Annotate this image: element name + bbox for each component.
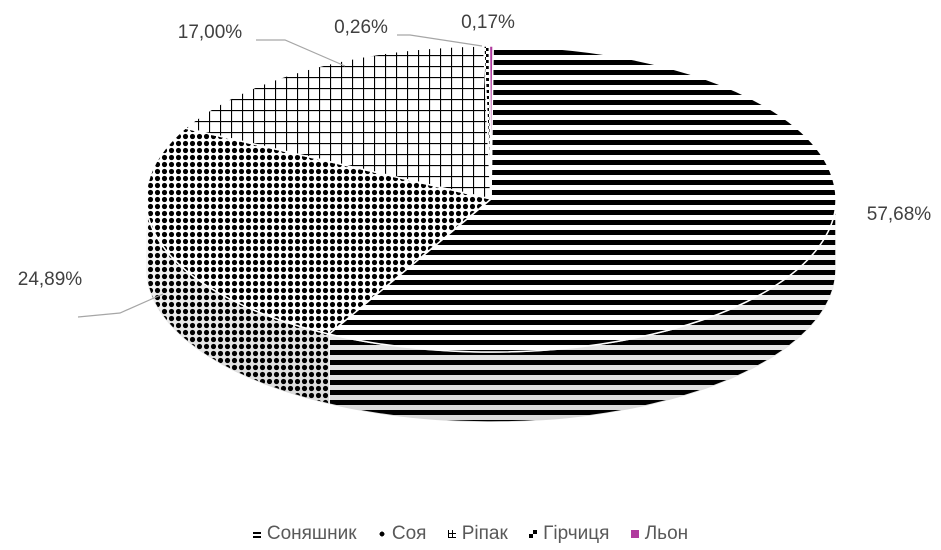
data-label-mustard: 0,26% xyxy=(334,17,388,38)
leader-line-mustard xyxy=(397,34,483,47)
legend-swatch-mustard xyxy=(529,530,538,538)
legend-item-mustard: Гірчиця xyxy=(529,523,609,545)
legend-label-mustard: Гірчиця xyxy=(543,523,610,544)
pie-slice-rapeseed xyxy=(183,45,492,200)
legend-item-rapeseed: Ріпак xyxy=(447,523,508,545)
pie-slice-flax xyxy=(488,45,494,200)
legend-swatch-sunflower xyxy=(252,530,261,538)
legend-item-flax: Льон xyxy=(630,523,689,545)
pie-slice-sunflower xyxy=(327,45,837,353)
legend-label-rapeseed: Ріпак xyxy=(461,523,508,544)
legend-swatch-flax xyxy=(630,530,639,538)
pie-side-shade-soy xyxy=(146,199,330,405)
data-label-flax: 0,17% xyxy=(461,12,515,33)
data-label-sunflower: 57,68% xyxy=(867,204,932,225)
legend-swatch-soy xyxy=(377,530,386,538)
legend-swatch-rapeseed xyxy=(447,530,456,538)
pie-side-shade-sunflower xyxy=(329,199,836,422)
legend-label-flax: Льон xyxy=(644,523,689,544)
legend-item-sunflower: Соняшник xyxy=(252,523,357,545)
legend: Соняшник Соя Ріпак Гірчиця Льон xyxy=(0,522,941,545)
legend-item-soy: Соя xyxy=(377,523,427,545)
data-label-rapeseed: 17,00% xyxy=(178,22,243,43)
data-label-soy: 24,89% xyxy=(18,269,83,290)
legend-label-sunflower: Соняшник xyxy=(266,523,357,544)
legend-label-soy: Соя xyxy=(391,523,427,544)
leader-line-rapeseed xyxy=(256,39,346,67)
leader-line-soy xyxy=(77,293,164,318)
